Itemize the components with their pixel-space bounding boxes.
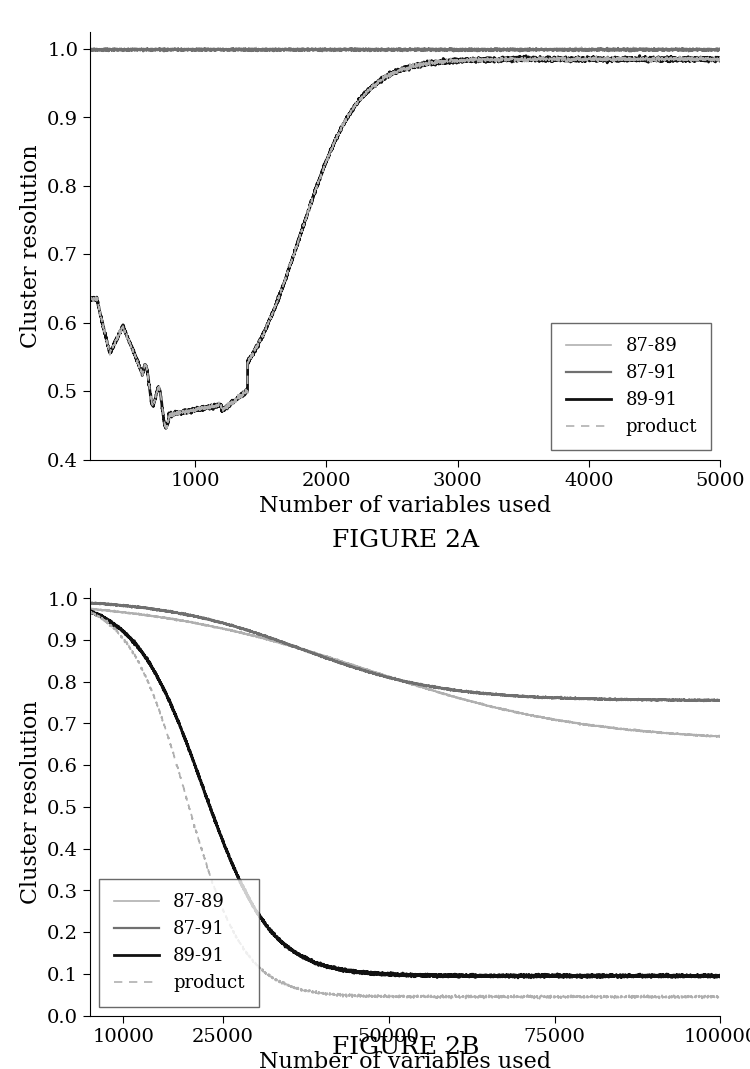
- 87-89: [716, 44, 724, 57]
- 89-91: [544, 970, 553, 982]
- 87-89: [350, 43, 359, 56]
- 87-89: [665, 44, 674, 57]
- 87-91: [716, 694, 724, 707]
- 87-91: [350, 662, 359, 675]
- product: [162, 422, 171, 435]
- Line: 87-89: 87-89: [90, 47, 720, 51]
- Line: 89-91: 89-91: [90, 610, 720, 978]
- product: [544, 992, 553, 1005]
- product: [86, 606, 94, 619]
- product: [356, 990, 364, 1003]
- 87-89: [543, 44, 552, 57]
- 89-91: [716, 970, 724, 982]
- 87-91: [356, 663, 364, 676]
- product: [665, 991, 674, 1004]
- 89-91: [697, 55, 706, 67]
- 87-91: [697, 44, 706, 57]
- 87-91: [716, 44, 724, 57]
- 87-89: [712, 730, 721, 743]
- 87-89: [697, 43, 706, 56]
- product: [697, 52, 706, 65]
- Legend: 87-89, 87-91, 89-91, product: 87-89, 87-91, 89-91, product: [99, 879, 259, 1007]
- 87-91: [543, 691, 552, 703]
- 87-91: [356, 44, 364, 57]
- Legend: 87-89, 87-91, 89-91, product: 87-89, 87-91, 89-91, product: [551, 323, 711, 451]
- 87-89: [577, 41, 586, 53]
- Line: 87-91: 87-91: [90, 603, 720, 701]
- Line: 87-91: 87-91: [90, 48, 720, 51]
- Text: FIGURE 2A: FIGURE 2A: [332, 529, 478, 553]
- 87-91: [86, 597, 94, 609]
- 87-89: [356, 661, 364, 673]
- product: [697, 991, 706, 1004]
- product: [350, 990, 359, 1003]
- 87-89: [696, 729, 705, 742]
- 89-91: [385, 65, 394, 78]
- 87-89: [86, 42, 94, 55]
- 87-89: [543, 712, 552, 725]
- 89-91: [697, 969, 706, 981]
- Text: FIGURE 2B: FIGURE 2B: [332, 1035, 478, 1058]
- 87-89: [385, 43, 394, 56]
- Line: 89-91: 89-91: [90, 56, 720, 429]
- product: [86, 292, 94, 305]
- 87-91: [350, 44, 359, 57]
- 89-91: [356, 965, 364, 978]
- X-axis label: Number of variables used: Number of variables used: [259, 495, 551, 517]
- 89-91: [665, 970, 674, 982]
- 89-91: [350, 99, 359, 112]
- product: [716, 991, 724, 1004]
- 87-91: [86, 43, 94, 56]
- 89-91: [350, 965, 359, 978]
- 87-89: [385, 670, 394, 683]
- 87-89: [665, 728, 674, 741]
- product: [88, 605, 97, 618]
- 87-89: [86, 603, 94, 616]
- 87-91: [696, 694, 705, 707]
- product: [716, 53, 724, 66]
- 89-91: [86, 604, 94, 617]
- 87-89: [86, 602, 94, 615]
- Y-axis label: Cluster resolution: Cluster resolution: [20, 700, 41, 903]
- 87-89: [676, 45, 686, 58]
- 87-91: [543, 44, 552, 57]
- 89-91: [665, 53, 674, 66]
- product: [350, 99, 359, 112]
- 89-91: [543, 51, 552, 64]
- 87-89: [716, 730, 724, 743]
- Y-axis label: Cluster resolution: Cluster resolution: [20, 144, 41, 347]
- 87-91: [665, 694, 674, 707]
- 89-91: [161, 422, 170, 435]
- product: [592, 50, 601, 63]
- product: [665, 52, 674, 65]
- product: [543, 52, 552, 65]
- 87-91: [602, 42, 611, 55]
- product: [356, 93, 364, 106]
- 87-91: [626, 45, 635, 58]
- Line: 87-89: 87-89: [90, 608, 720, 737]
- 87-91: [385, 671, 394, 684]
- 87-91: [86, 597, 94, 609]
- 89-91: [716, 52, 724, 65]
- Line: product: product: [90, 57, 720, 429]
- product: [385, 990, 394, 1003]
- 87-89: [356, 44, 364, 57]
- 89-91: [86, 605, 94, 618]
- product: [385, 68, 394, 81]
- 87-89: [350, 660, 359, 672]
- 89-91: [513, 972, 522, 985]
- 87-91: [665, 44, 674, 57]
- X-axis label: Number of variables used: Number of variables used: [259, 1051, 551, 1069]
- 89-91: [356, 94, 364, 107]
- Line: product: product: [90, 611, 720, 998]
- 89-91: [86, 292, 94, 305]
- 89-91: [385, 967, 394, 980]
- 87-91: [699, 695, 708, 708]
- 87-91: [385, 44, 394, 57]
- 89-91: [634, 49, 644, 62]
- product: [432, 992, 441, 1005]
